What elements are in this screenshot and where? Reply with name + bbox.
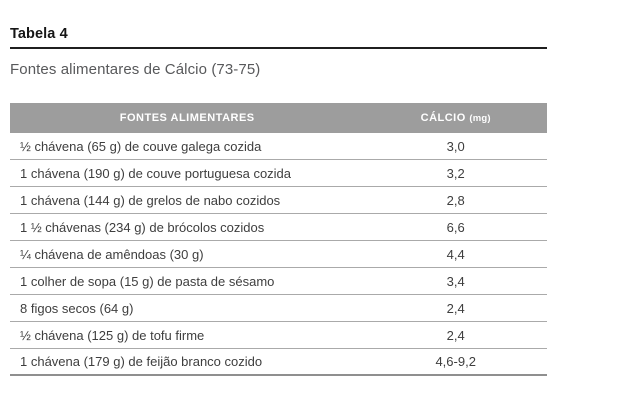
calcium-sources-table: FONTES ALIMENTARES CÁLCIO (mg) ½ chávena…: [10, 103, 547, 376]
table-row: ½ chávena (65 g) de couve galega cozida …: [10, 133, 547, 160]
food-cell: 1 ½ chávenas (234 g) de brócolos cozidos: [20, 219, 265, 235]
table-row: 1 ½ chávenas (234 g) de brócolos cozidos…: [10, 214, 547, 241]
table-row: 1 colher de sopa (15 g) de pasta de sésa…: [10, 268, 547, 295]
calcium-value-cell: 4,4: [446, 246, 465, 262]
column-header-food-sources: FONTES ALIMENTARES: [119, 112, 255, 124]
food-cell: 1 chávena (179 g) de feijão branco cozid…: [20, 354, 263, 369]
column-header-calcium: CÁLCIO (mg): [364, 112, 547, 124]
column-header-calcium-label: CÁLCIO: [420, 112, 466, 124]
calcium-value-cell: 2,4: [446, 300, 465, 316]
calcium-value-cell: 3,0: [446, 138, 465, 154]
food-cell: 8 figos secos (64 g): [20, 300, 134, 316]
food-cell: ½ chávena (65 g) de couve galega cozida: [20, 138, 262, 154]
table-row: 8 figos secos (64 g) 2,4: [10, 295, 547, 322]
food-cell: 1 chávena (190 g) de couve portuguesa co…: [20, 165, 292, 181]
page: Tabela 4 Fontes alimentares de Cálcio (7…: [10, 26, 547, 376]
table-header-row: FONTES ALIMENTARES CÁLCIO (mg): [10, 103, 547, 133]
title-rule: [10, 47, 547, 49]
calcium-value-cell: 6,6: [446, 219, 465, 235]
table-row: 1 chávena (190 g) de couve portuguesa co…: [10, 160, 547, 187]
table-row: ½ chávena (125 g) de tofu firme 2,4: [10, 322, 547, 349]
table-row: ¼ chávena de amêndoas (30 g) 4,4: [10, 241, 547, 268]
calcium-value-cell: 3,4: [446, 273, 465, 289]
calcium-value-cell: 2,8: [446, 192, 465, 208]
calcium-value-cell: 2,4: [446, 327, 465, 343]
table-title: Fontes alimentares de Cálcio (73-75): [10, 61, 261, 78]
table-row: 1 chávena (144 g) de grelos de nabo cozi…: [10, 187, 547, 214]
calcium-value-cell: 3,2: [446, 165, 465, 181]
food-cell: 1 colher de sopa (15 g) de pasta de sésa…: [20, 273, 275, 289]
column-header-calcium-unit: (mg): [469, 113, 491, 124]
table-row: 1 chávena (179 g) de feijão branco cozid…: [10, 349, 547, 376]
table-label: Tabela 4: [10, 26, 68, 42]
food-cell: 1 chávena (144 g) de grelos de nabo cozi…: [20, 192, 281, 208]
calcium-value-cell: 4,6-9,2: [435, 354, 476, 369]
food-cell: ½ chávena (125 g) de tofu firme: [20, 327, 205, 343]
food-cell: ¼ chávena de amêndoas (30 g): [20, 246, 204, 262]
